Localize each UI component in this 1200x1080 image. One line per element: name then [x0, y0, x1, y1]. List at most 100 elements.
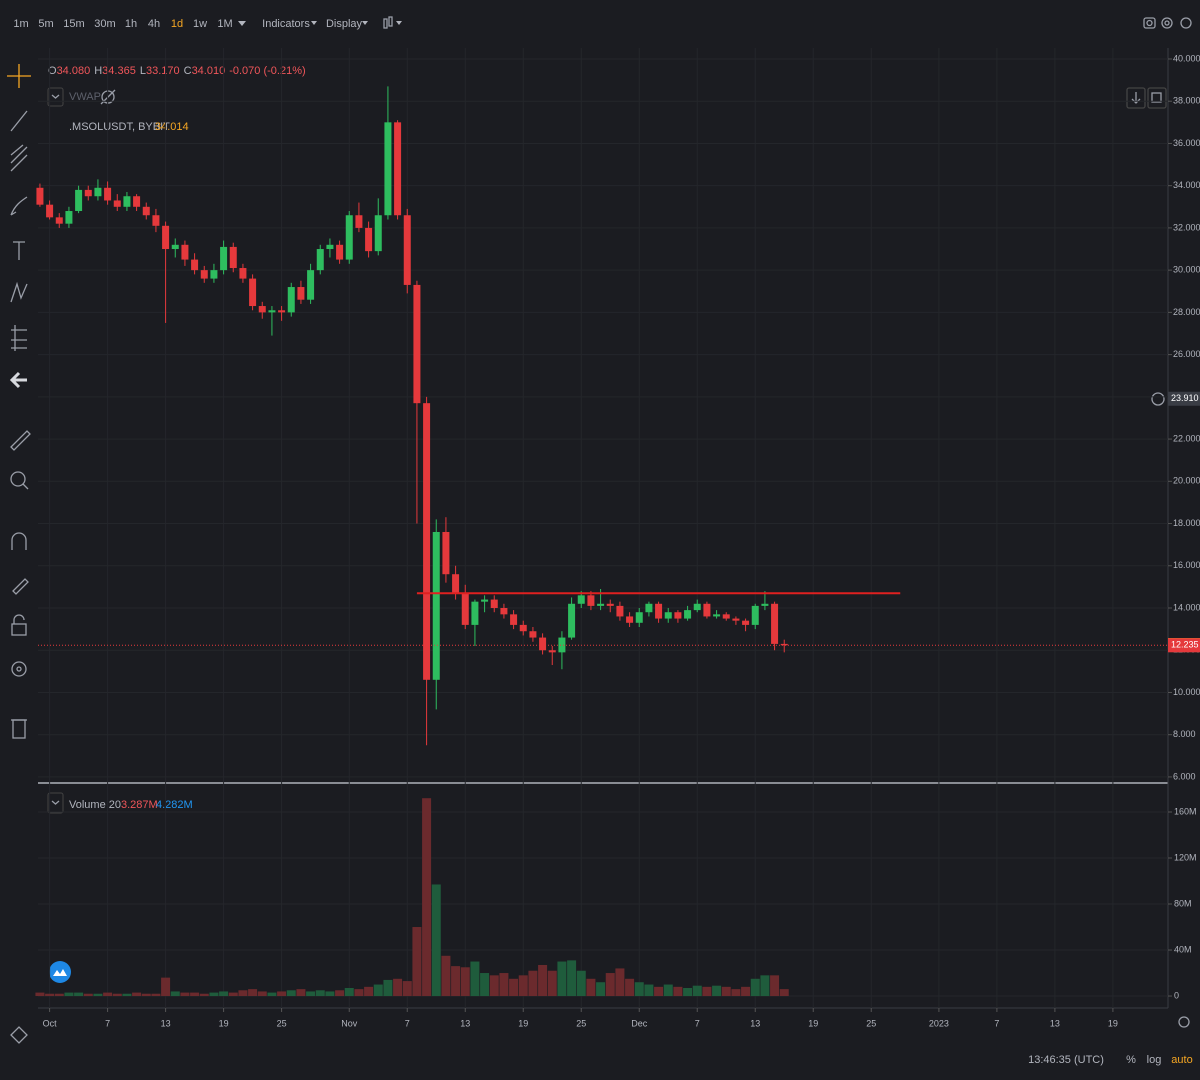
candle-body — [413, 284, 421, 404]
y-tick-label: 16.000 — [1173, 560, 1200, 570]
candle-body — [355, 215, 363, 228]
volume-bar — [402, 981, 412, 997]
y-tick-label: 30.000 — [1173, 265, 1200, 275]
candle-body — [558, 637, 566, 653]
volume-value-2: 4.282M — [156, 799, 193, 811]
volume-bar — [760, 975, 770, 997]
volume-bar — [547, 970, 557, 997]
volume-bar — [509, 978, 519, 997]
c-label: C — [184, 65, 192, 77]
candle-body — [597, 603, 605, 606]
volume-collapse[interactable] — [47, 792, 64, 814]
settings-icon[interactable] — [1178, 1016, 1190, 1028]
volume-bar — [344, 987, 354, 997]
volume-bar — [634, 982, 644, 997]
menu-button[interactable]: Display — [326, 18, 363, 30]
timeframe-button[interactable]: 30m — [94, 18, 115, 30]
y-tick-label: 8.000 — [1173, 729, 1196, 739]
x-tick-label: 19 — [1108, 1018, 1118, 1028]
volume-bar — [605, 973, 615, 997]
volume-bar — [296, 989, 306, 997]
y-tick-label: 6.000 — [1173, 771, 1196, 781]
y-tick-label: 0 — [1174, 990, 1179, 1000]
change: -0.070 (-0.21%) — [229, 65, 305, 77]
drawing-toolbar[interactable] — [7, 64, 31, 1044]
x-tick-label: Oct — [43, 1018, 58, 1028]
candle-body — [481, 599, 489, 602]
volume-bar — [683, 987, 693, 997]
crosshair-add[interactable] — [1151, 392, 1165, 406]
candle-body — [365, 227, 373, 252]
timeframe-button[interactable]: 1w — [193, 18, 207, 30]
logo — [49, 961, 71, 983]
x-tick-label: 19 — [219, 1018, 229, 1028]
y-tick-label: 40M — [1174, 944, 1192, 954]
y-tick-label: 14.000 — [1173, 602, 1200, 612]
menu-button[interactable]: Indicators — [262, 18, 310, 30]
candle-body — [326, 244, 334, 250]
timeframe-button[interactable]: 5m — [38, 18, 53, 30]
volume-bar — [257, 991, 267, 997]
candle-body — [635, 612, 643, 623]
volume-bar — [54, 993, 64, 997]
volume-bar — [83, 993, 93, 997]
candle-body — [761, 603, 769, 606]
candle-type-icon[interactable] — [383, 16, 393, 29]
x-tick-label: 7 — [105, 1018, 110, 1028]
auto-button[interactable]: auto — [1171, 1054, 1192, 1066]
candle-body — [84, 189, 92, 197]
pane-buttons[interactable] — [1126, 87, 1167, 109]
percent-button[interactable]: % — [1126, 1054, 1136, 1066]
x-tick-label: Nov — [341, 1018, 358, 1028]
timeframe-button[interactable]: 1M — [217, 18, 232, 30]
y-tick-label: 40.000 — [1173, 53, 1200, 63]
x-tick-label: 19 — [518, 1018, 528, 1028]
volume-bar — [721, 986, 731, 997]
candle-body — [307, 270, 315, 300]
candle-body — [751, 605, 759, 625]
volume-bar — [122, 993, 132, 997]
y-tick-label: 32.000 — [1173, 222, 1200, 232]
volume-bar — [219, 991, 229, 997]
candle-body — [500, 608, 508, 615]
timeframe-button[interactable]: 1d — [171, 18, 183, 30]
volume-bar — [489, 975, 499, 997]
volume-bar — [354, 989, 364, 997]
timeframe-button[interactable]: 1h — [125, 18, 137, 30]
timeframe-button[interactable]: 1m — [13, 18, 28, 30]
volume-collapse-icon — [51, 800, 60, 805]
log-button[interactable]: log — [1147, 1054, 1162, 1066]
candle-body — [258, 306, 266, 313]
volume-bar — [170, 991, 180, 997]
timeframe-button[interactable]: 4h — [148, 18, 160, 30]
y-tick-label: 160M — [1174, 806, 1197, 816]
price-label-box — [1168, 391, 1200, 406]
volume-bar — [451, 966, 461, 997]
volume-bar — [199, 993, 209, 997]
collapse-button[interactable] — [47, 87, 64, 107]
volume-bar — [180, 992, 190, 997]
volume-bar — [325, 991, 335, 997]
price-label-box — [1168, 638, 1200, 653]
top-right-icons[interactable] — [1143, 17, 1192, 29]
candle-body — [287, 287, 295, 313]
more-arrow[interactable] — [238, 21, 246, 26]
volume-bar — [499, 973, 509, 997]
candle-body — [655, 603, 663, 619]
volume-bar — [441, 955, 451, 997]
volume-bar — [741, 986, 751, 997]
candle-body — [568, 603, 576, 638]
x-tick-label: 25 — [576, 1018, 586, 1028]
candle-body — [249, 278, 257, 307]
volume-bar — [335, 990, 345, 997]
timeframe-button[interactable]: 15m — [63, 18, 84, 30]
candle-body — [65, 211, 73, 224]
volume-bar — [93, 993, 103, 997]
candle-body — [577, 595, 585, 604]
ohlc-legend: O34.080 H34.365 L33.170 C34.010 -0.070 (-0.2… — [48, 65, 306, 77]
candle-body — [123, 196, 131, 207]
symbol-value: 34.014 — [155, 121, 189, 133]
volume-bar — [277, 991, 287, 997]
candle-body — [587, 595, 595, 606]
